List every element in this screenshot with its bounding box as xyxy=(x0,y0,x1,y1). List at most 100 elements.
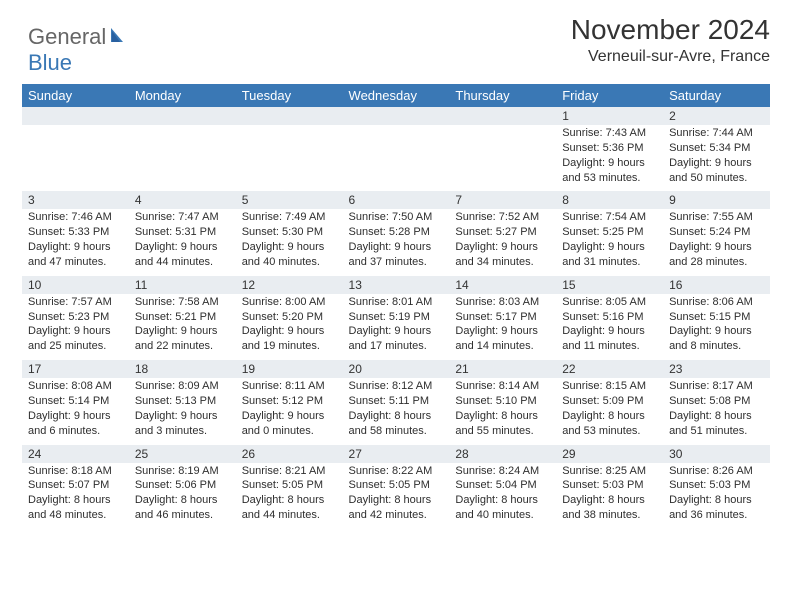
sunset-line: Sunset: 5:20 PM xyxy=(242,310,337,325)
week-detail-row: Sunrise: 8:08 AMSunset: 5:14 PMDaylight:… xyxy=(22,378,770,444)
week-detail-row: Sunrise: 7:43 AMSunset: 5:36 PMDaylight:… xyxy=(22,125,770,191)
daylight-line-1: Daylight: 8 hours xyxy=(455,493,550,508)
daylight-line-1: Daylight: 9 hours xyxy=(135,240,230,255)
logo-blue-row: Blue xyxy=(28,50,776,76)
day-detail-cell xyxy=(129,125,236,191)
day-number-cell xyxy=(449,107,556,125)
daylight-line-1: Daylight: 9 hours xyxy=(28,324,123,339)
day-detail-cell: Sunrise: 8:00 AMSunset: 5:20 PMDaylight:… xyxy=(236,294,343,360)
sunrise-line: Sunrise: 8:17 AM xyxy=(669,379,764,394)
day-detail-cell: Sunrise: 8:26 AMSunset: 5:03 PMDaylight:… xyxy=(663,463,770,529)
day-number-cell: 1 xyxy=(556,107,663,125)
day-number-cell: 19 xyxy=(236,360,343,378)
sunrise-line: Sunrise: 8:14 AM xyxy=(455,379,550,394)
sunrise-line: Sunrise: 7:55 AM xyxy=(669,210,764,225)
day-detail-cell: Sunrise: 8:08 AMSunset: 5:14 PMDaylight:… xyxy=(22,378,129,444)
daylight-line-1: Daylight: 9 hours xyxy=(349,240,444,255)
daylight-line-1: Daylight: 9 hours xyxy=(28,240,123,255)
day-number-cell: 12 xyxy=(236,276,343,294)
sunset-line: Sunset: 5:36 PM xyxy=(562,141,657,156)
daylight-line-2: and 0 minutes. xyxy=(242,424,337,439)
sunrise-line: Sunrise: 7:49 AM xyxy=(242,210,337,225)
day-header-row: Sunday Monday Tuesday Wednesday Thursday… xyxy=(22,84,770,107)
sunrise-line: Sunrise: 8:21 AM xyxy=(242,464,337,479)
daylight-line-2: and 48 minutes. xyxy=(28,508,123,523)
daylight-line-2: and 44 minutes. xyxy=(135,255,230,270)
daylight-line-1: Daylight: 8 hours xyxy=(135,493,230,508)
sunset-line: Sunset: 5:28 PM xyxy=(349,225,444,240)
sunset-line: Sunset: 5:24 PM xyxy=(669,225,764,240)
sunrise-line: Sunrise: 8:09 AM xyxy=(135,379,230,394)
day-number-cell: 5 xyxy=(236,191,343,209)
day-number-cell: 29 xyxy=(556,445,663,463)
sunrise-line: Sunrise: 8:01 AM xyxy=(349,295,444,310)
day-number-cell: 8 xyxy=(556,191,663,209)
day-number-cell xyxy=(129,107,236,125)
day-header-tuesday: Tuesday xyxy=(236,84,343,107)
day-number-cell: 25 xyxy=(129,445,236,463)
sunset-line: Sunset: 5:21 PM xyxy=(135,310,230,325)
daylight-line-2: and 53 minutes. xyxy=(562,424,657,439)
daylight-line-1: Daylight: 8 hours xyxy=(28,493,123,508)
daylight-line-1: Daylight: 9 hours xyxy=(455,324,550,339)
day-detail-cell: Sunrise: 8:25 AMSunset: 5:03 PMDaylight:… xyxy=(556,463,663,529)
sunset-line: Sunset: 5:12 PM xyxy=(242,394,337,409)
week-daynum-row: 10111213141516 xyxy=(22,276,770,294)
week-detail-row: Sunrise: 7:46 AMSunset: 5:33 PMDaylight:… xyxy=(22,209,770,275)
day-detail-cell: Sunrise: 8:11 AMSunset: 5:12 PMDaylight:… xyxy=(236,378,343,444)
daylight-line-1: Daylight: 9 hours xyxy=(669,156,764,171)
sunset-line: Sunset: 5:19 PM xyxy=(349,310,444,325)
day-number-cell xyxy=(22,107,129,125)
daylight-line-1: Daylight: 9 hours xyxy=(349,324,444,339)
day-detail-cell: Sunrise: 7:58 AMSunset: 5:21 PMDaylight:… xyxy=(129,294,236,360)
sunrise-line: Sunrise: 7:54 AM xyxy=(562,210,657,225)
day-detail-cell: Sunrise: 7:54 AMSunset: 5:25 PMDaylight:… xyxy=(556,209,663,275)
daylight-line-1: Daylight: 9 hours xyxy=(562,324,657,339)
week-daynum-row: 17181920212223 xyxy=(22,360,770,378)
sunrise-line: Sunrise: 8:12 AM xyxy=(349,379,444,394)
sunset-line: Sunset: 5:16 PM xyxy=(562,310,657,325)
daylight-line-2: and 11 minutes. xyxy=(562,339,657,354)
daylight-line-2: and 50 minutes. xyxy=(669,171,764,186)
day-detail-cell: Sunrise: 7:57 AMSunset: 5:23 PMDaylight:… xyxy=(22,294,129,360)
daylight-line-1: Daylight: 9 hours xyxy=(242,409,337,424)
daylight-line-2: and 47 minutes. xyxy=(28,255,123,270)
day-detail-cell: Sunrise: 7:49 AMSunset: 5:30 PMDaylight:… xyxy=(236,209,343,275)
day-detail-cell: Sunrise: 7:50 AMSunset: 5:28 PMDaylight:… xyxy=(343,209,450,275)
sunset-line: Sunset: 5:04 PM xyxy=(455,478,550,493)
sunset-line: Sunset: 5:03 PM xyxy=(669,478,764,493)
daylight-line-1: Daylight: 8 hours xyxy=(562,493,657,508)
sunrise-line: Sunrise: 8:00 AM xyxy=(242,295,337,310)
daylight-line-1: Daylight: 9 hours xyxy=(28,409,123,424)
day-number-cell: 20 xyxy=(343,360,450,378)
daylight-line-2: and 38 minutes. xyxy=(562,508,657,523)
day-number-cell: 2 xyxy=(663,107,770,125)
calendar-page: General November 2024 Verneuil-sur-Avre,… xyxy=(0,0,792,543)
day-detail-cell: Sunrise: 8:21 AMSunset: 5:05 PMDaylight:… xyxy=(236,463,343,529)
day-header-friday: Friday xyxy=(556,84,663,107)
sunset-line: Sunset: 5:31 PM xyxy=(135,225,230,240)
sunset-line: Sunset: 5:30 PM xyxy=(242,225,337,240)
daylight-line-2: and 42 minutes. xyxy=(349,508,444,523)
day-detail-cell: Sunrise: 7:52 AMSunset: 5:27 PMDaylight:… xyxy=(449,209,556,275)
daylight-line-2: and 58 minutes. xyxy=(349,424,444,439)
sunset-line: Sunset: 5:17 PM xyxy=(455,310,550,325)
sunset-line: Sunset: 5:15 PM xyxy=(669,310,764,325)
daylight-line-2: and 19 minutes. xyxy=(242,339,337,354)
day-number-cell: 27 xyxy=(343,445,450,463)
sunset-line: Sunset: 5:07 PM xyxy=(28,478,123,493)
day-detail-cell: Sunrise: 7:43 AMSunset: 5:36 PMDaylight:… xyxy=(556,125,663,191)
sunrise-line: Sunrise: 7:46 AM xyxy=(28,210,123,225)
daylight-line-1: Daylight: 8 hours xyxy=(349,493,444,508)
day-detail-cell: Sunrise: 8:14 AMSunset: 5:10 PMDaylight:… xyxy=(449,378,556,444)
day-number-cell xyxy=(343,107,450,125)
daylight-line-2: and 14 minutes. xyxy=(455,339,550,354)
sunrise-line: Sunrise: 7:58 AM xyxy=(135,295,230,310)
day-number-cell: 24 xyxy=(22,445,129,463)
daylight-line-1: Daylight: 8 hours xyxy=(669,493,764,508)
sunrise-line: Sunrise: 8:18 AM xyxy=(28,464,123,479)
day-detail-cell: Sunrise: 8:22 AMSunset: 5:05 PMDaylight:… xyxy=(343,463,450,529)
calendar-table: Sunday Monday Tuesday Wednesday Thursday… xyxy=(22,84,770,529)
day-detail-cell: Sunrise: 7:47 AMSunset: 5:31 PMDaylight:… xyxy=(129,209,236,275)
day-number-cell: 14 xyxy=(449,276,556,294)
